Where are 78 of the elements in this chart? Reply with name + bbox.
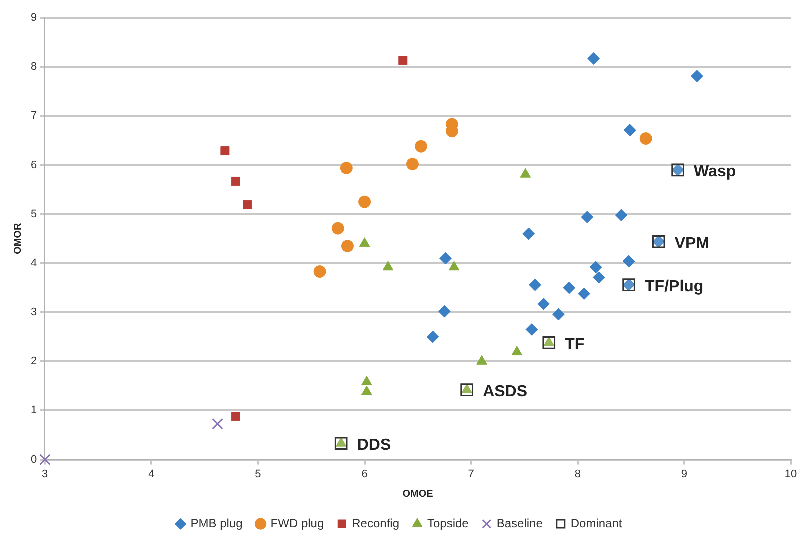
point — [512, 346, 523, 356]
point — [588, 52, 600, 65]
point — [341, 240, 354, 253]
y-tick-label: 7 — [30, 110, 38, 122]
point — [440, 252, 452, 265]
point — [448, 261, 460, 271]
point — [332, 222, 344, 235]
point — [314, 266, 326, 278]
legend-label: Baseline — [496, 516, 544, 530]
point — [243, 200, 252, 210]
y-tick-label: 3 — [30, 306, 38, 319]
x-tick-label: 4 — [148, 468, 155, 480]
x-tick-label: 7 — [468, 468, 474, 480]
y-axis-title: OMOR — [12, 222, 24, 254]
y-tick-label: 0 — [30, 454, 38, 466]
point — [340, 162, 353, 174]
point — [39, 454, 51, 466]
y-tick-label: 8 — [30, 61, 38, 74]
y-tick-label: 5 — [30, 208, 38, 220]
point — [538, 298, 550, 310]
point — [438, 305, 451, 318]
x-tick-label: 6 — [362, 468, 368, 480]
point — [462, 384, 473, 394]
point — [426, 330, 440, 344]
point — [690, 70, 704, 83]
point — [622, 255, 636, 268]
x-tick-label: 8 — [574, 468, 581, 480]
annotation: ASDS — [483, 384, 528, 400]
point — [578, 288, 591, 300]
point — [361, 376, 372, 386]
x-tick-label: 9 — [681, 468, 688, 480]
legend-label: Topside — [427, 516, 470, 530]
point — [640, 132, 652, 146]
legend-label: PMB plug — [190, 516, 243, 530]
point — [334, 437, 348, 450]
point — [231, 412, 240, 422]
annotation: DDS — [357, 437, 392, 454]
point — [415, 140, 428, 153]
point — [359, 238, 370, 248]
x-axis-title: OMOE — [402, 488, 434, 500]
point — [522, 228, 536, 240]
y-tick-label: 9 — [30, 12, 38, 24]
point — [382, 261, 394, 271]
point — [406, 158, 419, 171]
point — [592, 271, 606, 284]
annotation: Wasp — [694, 164, 736, 181]
point — [220, 146, 230, 156]
y-tick-label: 4 — [30, 257, 38, 270]
point — [552, 308, 565, 321]
annotation: VPM — [674, 235, 710, 252]
annotation: TF/Plug — [645, 278, 704, 296]
point — [476, 355, 488, 365]
point — [526, 323, 538, 336]
point — [212, 418, 224, 430]
point — [529, 278, 542, 292]
annotation: TF — [565, 336, 585, 354]
point — [590, 261, 602, 274]
point — [624, 124, 636, 137]
legend-label: Reconfig — [352, 516, 400, 530]
y-tick-label: 2 — [30, 356, 38, 368]
x-tick-label: 10 — [784, 468, 798, 480]
legend-label: Dominant — [570, 516, 623, 530]
y-tick-label: 6 — [30, 159, 38, 172]
point — [231, 176, 240, 186]
point — [615, 209, 628, 222]
point — [358, 196, 372, 208]
point — [361, 386, 372, 396]
point — [460, 384, 474, 396]
point — [542, 336, 556, 350]
point — [336, 437, 347, 447]
point — [398, 56, 408, 66]
point — [563, 282, 576, 294]
legend-label: FWD plug — [270, 516, 324, 530]
point — [544, 336, 555, 346]
x-tick-label: 3 — [42, 468, 48, 480]
point — [581, 211, 594, 224]
y-tick-label: 1 — [30, 404, 38, 417]
x-tick-label: 5 — [255, 468, 262, 480]
